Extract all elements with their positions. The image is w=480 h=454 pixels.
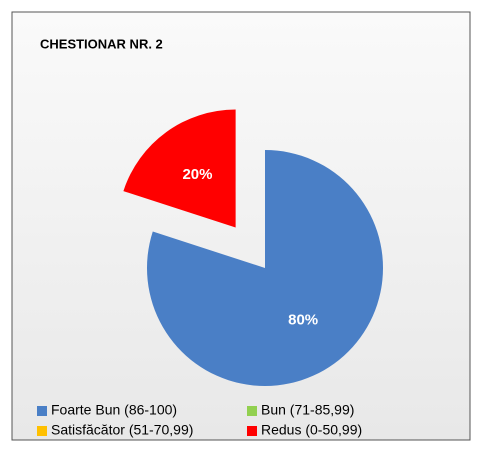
data-label: 20% [182, 166, 212, 183]
legend-swatch [247, 426, 257, 436]
chart-title: CHESTIONAR NR. 2 [40, 36, 163, 51]
data-label: 80% [288, 311, 318, 328]
legend-swatch [37, 426, 47, 436]
legend-swatch [37, 406, 47, 416]
legend-label: Satisfăcător (51-70,99) [51, 422, 193, 438]
legend-label: Bun (71-85,99) [261, 402, 354, 418]
legend-label: Foarte Bun (86-100) [51, 402, 177, 418]
legend-swatch [247, 406, 257, 416]
pie-slice [123, 109, 236, 228]
pie-slice [147, 150, 383, 386]
legend-label: Redus (0-50,99) [261, 422, 362, 438]
